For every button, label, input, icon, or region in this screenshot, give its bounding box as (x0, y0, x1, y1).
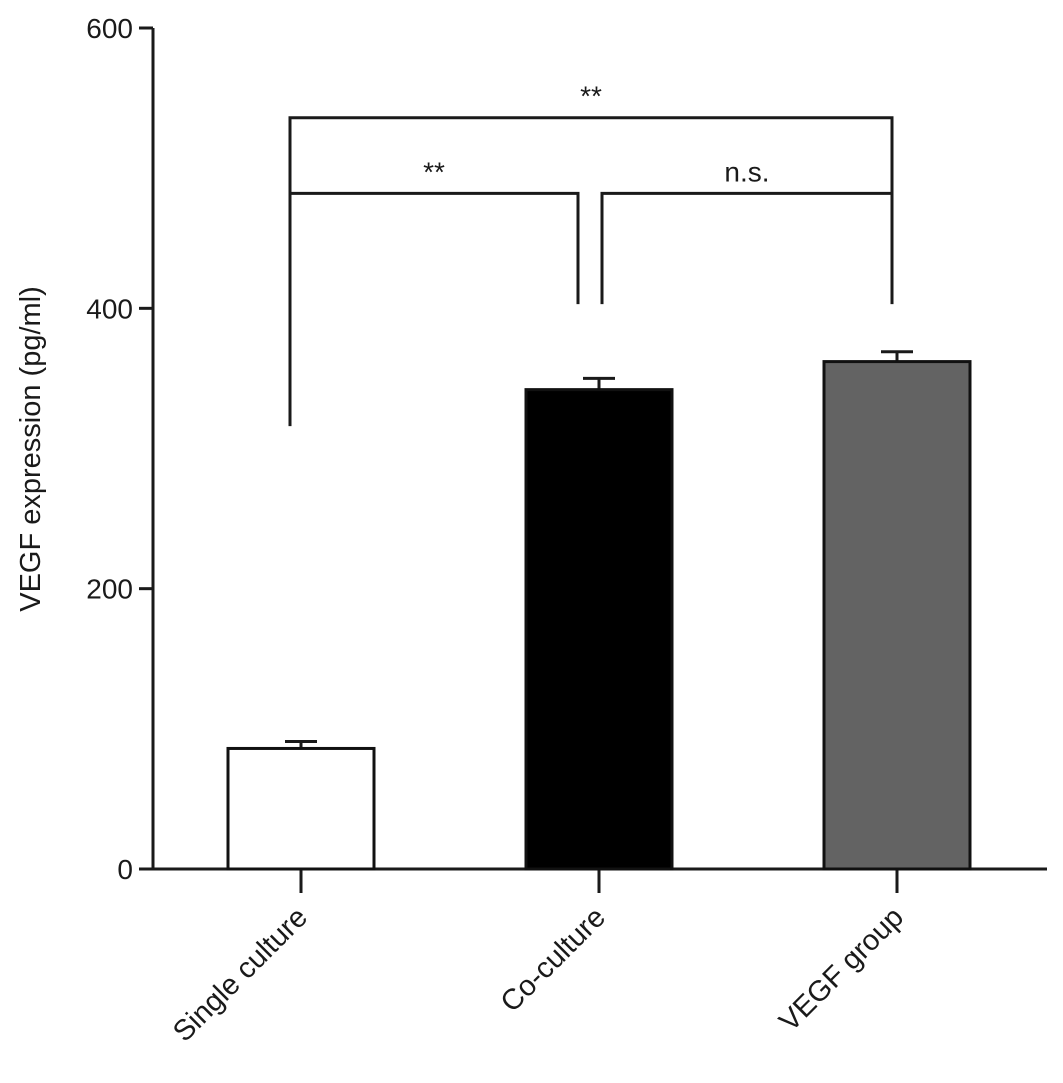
x-tick-label: Single culture (167, 901, 314, 1048)
bars (226, 350, 972, 871)
significance-label: n.s. (724, 156, 769, 187)
y-tick-label: 200 (86, 574, 133, 605)
y-tick-label: 0 (117, 854, 133, 885)
significance-label: ** (580, 81, 602, 112)
significance-bracket (288, 191, 580, 305)
y-axis-label: VEGF expression (pg/ml) (15, 286, 47, 612)
bar (524, 388, 674, 871)
bar (226, 746, 376, 871)
significance-label: ** (423, 156, 445, 187)
significance-bracket (288, 116, 894, 427)
y-tick-label: 400 (86, 293, 133, 324)
x-tick-label: VEGF group (773, 901, 910, 1038)
y-tick-label: 600 (86, 13, 133, 44)
x-tick-label: Co-culture (495, 901, 612, 1018)
significance-bracket (600, 191, 894, 305)
y-axis: 0 200 400 600 (86, 13, 155, 885)
significance-brackets: ** n.s. ** (288, 81, 894, 427)
bar (822, 360, 972, 871)
x-axis: Single culture Co-culture VEGF group (153, 867, 1047, 1048)
